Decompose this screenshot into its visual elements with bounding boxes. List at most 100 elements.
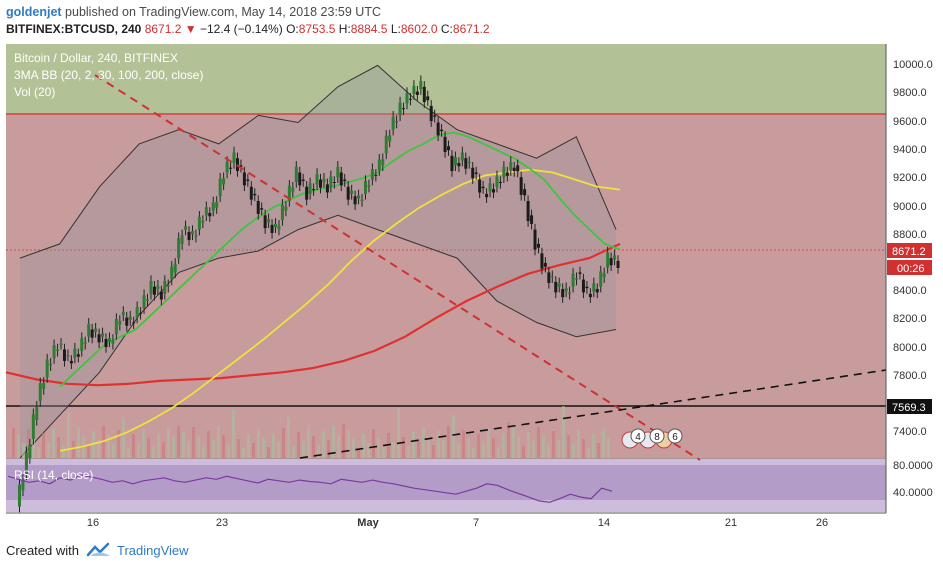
volume-bar <box>232 410 235 458</box>
event-count-badge[interactable] <box>667 428 683 444</box>
price-label: 8671.2 <box>892 246 926 258</box>
legend-symbol: Bitcoin / Dollar, 240, BITFINEX <box>14 51 178 65</box>
volume-bar <box>437 431 440 458</box>
uptrend-line[interactable] <box>299 369 887 459</box>
candle-body <box>509 162 513 171</box>
candle-body <box>474 172 478 174</box>
volume-bar <box>492 438 495 458</box>
candle-body <box>502 166 506 178</box>
candle-body <box>208 212 212 217</box>
volume-bar <box>537 427 540 458</box>
candle-body <box>190 231 194 235</box>
candle-body <box>149 280 153 294</box>
candle-body <box>405 93 409 104</box>
candle-body <box>184 226 188 230</box>
volume-bar <box>417 441 420 458</box>
volume-bar <box>322 431 325 458</box>
candle-body <box>45 359 49 378</box>
candle-body <box>516 165 520 172</box>
candle-body <box>429 105 433 122</box>
band-upper <box>19 64 617 259</box>
price-tick: 8800.0 <box>893 229 927 241</box>
time-axis[interactable]: 16 23 May 7 14 21 26 <box>87 517 828 529</box>
price-axis[interactable] <box>886 44 943 513</box>
candle-body <box>114 319 118 335</box>
candle-body <box>571 273 575 287</box>
price-chart[interactable]: Bitcoin / Dollar, 240, BITFINEX 3MA BB (… <box>0 40 943 535</box>
volume-bar <box>262 438 265 458</box>
candle-body <box>585 286 589 289</box>
volume-bar <box>217 426 220 458</box>
candle-body <box>28 444 32 458</box>
tradingview-logo-icon[interactable] <box>86 541 112 559</box>
candle-body <box>357 195 361 199</box>
volume-bar <box>602 429 605 458</box>
event-count-badge[interactable] <box>649 428 665 444</box>
candle-body <box>139 312 143 314</box>
candle-body <box>346 186 350 200</box>
volume-bar <box>447 426 450 458</box>
candle-body <box>440 129 444 132</box>
candle-body <box>381 159 385 166</box>
candle-body <box>350 190 354 194</box>
volume-bar <box>357 448 360 458</box>
chart-area[interactable]: Bitcoin / Dollar, 240, BITFINEX 3MA BB (… <box>0 40 943 535</box>
candle-body <box>554 281 558 293</box>
candle-body <box>561 289 565 298</box>
candle-body <box>253 193 257 196</box>
candle-body <box>211 202 215 211</box>
down-arrow-icon: ▼ <box>184 22 197 36</box>
candle-body <box>395 121 399 123</box>
candle-body <box>73 348 77 358</box>
candle-body <box>540 253 544 269</box>
volume-bar <box>32 438 35 458</box>
candle-body <box>246 179 250 182</box>
volume-bar <box>247 434 250 458</box>
candle-body <box>436 122 440 136</box>
candle-body <box>125 317 129 326</box>
candle-body <box>308 183 312 194</box>
downtrend-line[interactable] <box>94 74 701 461</box>
candle-body <box>609 258 613 266</box>
volume-bar <box>22 443 25 458</box>
candle-body <box>485 193 489 198</box>
volume-bar <box>342 424 345 458</box>
candle-body <box>135 307 139 318</box>
event-markers[interactable]: 4 8 6 <box>621 428 683 449</box>
ohlc-line: BITFINEX:BTCUSD, 240 8671.2 ▼ −12.4 (−0.… <box>6 22 490 36</box>
volume-bar <box>592 434 595 458</box>
volume-bar <box>407 446 410 458</box>
level-label-box <box>887 399 932 414</box>
author-name[interactable]: goldenjet <box>6 5 62 19</box>
volume-bar <box>157 433 160 458</box>
candle-body <box>592 283 596 292</box>
close-value: 8671.2 <box>452 22 490 36</box>
last-price: 8671.2 <box>144 22 182 36</box>
volume-bar <box>112 444 115 458</box>
tradingview-link[interactable]: TradingView <box>117 543 189 558</box>
rsi-tick: 80.0000 <box>893 460 933 472</box>
candle-body <box>481 186 485 189</box>
legend-rsi: RSI (14, close) <box>14 468 93 482</box>
rsi-tick: 40.0000 <box>893 487 933 499</box>
candle-body <box>111 339 115 344</box>
candle-body <box>298 172 302 186</box>
time-tick: 7 <box>473 517 479 529</box>
candle-body <box>450 155 454 172</box>
candle-body <box>363 181 367 194</box>
candle-body <box>152 286 156 295</box>
candle-body <box>464 158 468 169</box>
open-label: O: <box>286 22 299 36</box>
candle-body <box>312 189 316 191</box>
candle-body <box>581 279 585 293</box>
event-count-badge[interactable] <box>630 428 646 444</box>
volume-bar <box>57 437 60 458</box>
volume-bar <box>122 419 125 458</box>
candle-body <box>197 216 201 230</box>
candle-body <box>218 178 222 197</box>
candle-body <box>575 278 579 280</box>
volume-bar <box>307 427 310 458</box>
candle-body <box>478 179 482 193</box>
candle-body <box>402 108 406 110</box>
volume-bar <box>397 408 400 458</box>
